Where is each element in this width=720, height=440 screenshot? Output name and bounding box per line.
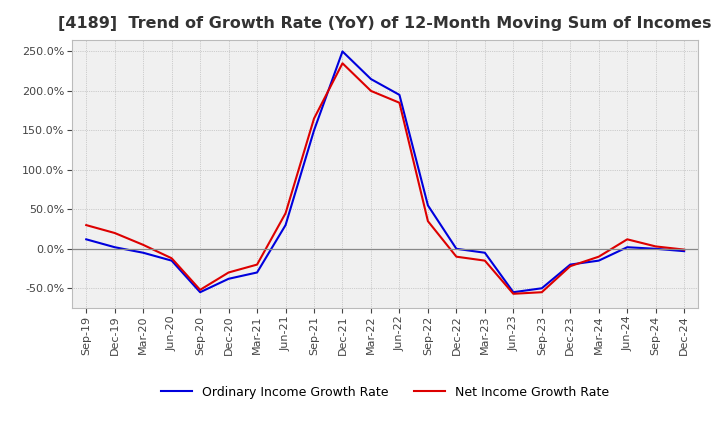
Net Income Growth Rate xyxy=(225,270,233,275)
Ordinary Income Growth Rate xyxy=(167,258,176,263)
Net Income Growth Rate xyxy=(509,291,518,297)
Net Income Growth Rate xyxy=(537,290,546,295)
Net Income Growth Rate xyxy=(652,244,660,249)
Net Income Growth Rate xyxy=(82,223,91,228)
Ordinary Income Growth Rate xyxy=(110,245,119,250)
Ordinary Income Growth Rate xyxy=(225,276,233,282)
Ordinary Income Growth Rate xyxy=(566,262,575,267)
Net Income Growth Rate xyxy=(395,100,404,106)
Ordinary Income Growth Rate xyxy=(680,249,688,254)
Net Income Growth Rate xyxy=(282,211,290,216)
Net Income Growth Rate xyxy=(366,88,375,94)
Net Income Growth Rate xyxy=(566,264,575,269)
Net Income Growth Rate xyxy=(338,61,347,66)
Ordinary Income Growth Rate xyxy=(338,49,347,54)
Ordinary Income Growth Rate xyxy=(452,246,461,251)
Ordinary Income Growth Rate xyxy=(623,245,631,250)
Net Income Growth Rate xyxy=(253,262,261,267)
Net Income Growth Rate xyxy=(110,231,119,236)
Net Income Growth Rate xyxy=(595,254,603,259)
Net Income Growth Rate xyxy=(480,258,489,263)
Ordinary Income Growth Rate xyxy=(282,223,290,228)
Net Income Growth Rate xyxy=(167,256,176,261)
Ordinary Income Growth Rate xyxy=(82,237,91,242)
Ordinary Income Growth Rate xyxy=(480,250,489,255)
Ordinary Income Growth Rate xyxy=(423,203,432,208)
Net Income Growth Rate xyxy=(452,254,461,259)
Ordinary Income Growth Rate xyxy=(595,258,603,263)
Ordinary Income Growth Rate xyxy=(253,270,261,275)
Title: [4189]  Trend of Growth Rate (YoY) of 12-Month Moving Sum of Incomes: [4189] Trend of Growth Rate (YoY) of 12-… xyxy=(58,16,712,32)
Net Income Growth Rate xyxy=(680,247,688,252)
Legend: Ordinary Income Growth Rate, Net Income Growth Rate: Ordinary Income Growth Rate, Net Income … xyxy=(156,381,614,404)
Net Income Growth Rate xyxy=(139,242,148,247)
Net Income Growth Rate xyxy=(423,219,432,224)
Ordinary Income Growth Rate xyxy=(366,77,375,82)
Net Income Growth Rate xyxy=(310,116,318,121)
Ordinary Income Growth Rate xyxy=(196,290,204,295)
Line: Ordinary Income Growth Rate: Ordinary Income Growth Rate xyxy=(86,51,684,292)
Ordinary Income Growth Rate xyxy=(509,290,518,295)
Ordinary Income Growth Rate xyxy=(537,286,546,291)
Ordinary Income Growth Rate xyxy=(652,246,660,251)
Net Income Growth Rate xyxy=(196,287,204,293)
Ordinary Income Growth Rate xyxy=(395,92,404,98)
Ordinary Income Growth Rate xyxy=(139,250,148,255)
Ordinary Income Growth Rate xyxy=(310,128,318,133)
Net Income Growth Rate xyxy=(623,237,631,242)
Line: Net Income Growth Rate: Net Income Growth Rate xyxy=(86,63,684,294)
